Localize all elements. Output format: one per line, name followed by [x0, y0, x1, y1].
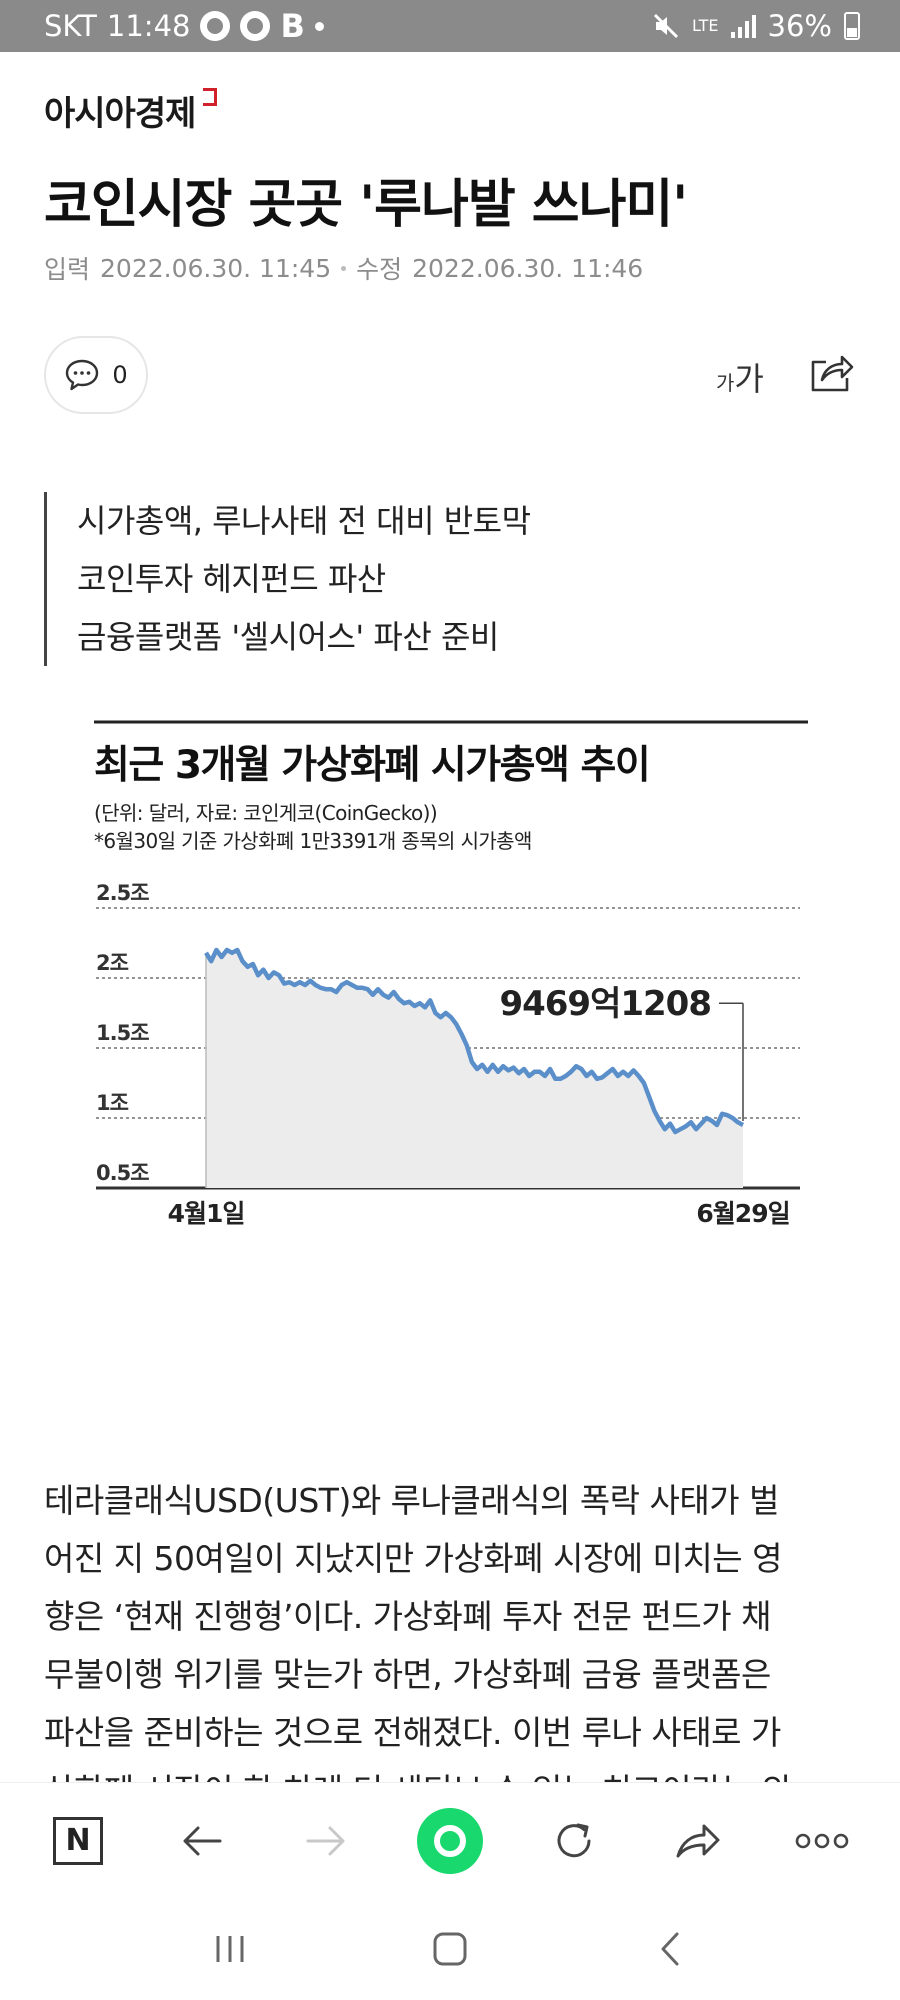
home-button[interactable]: [420, 1919, 480, 1979]
font-size-button[interactable]: 가 가: [716, 354, 764, 400]
signal-icon: [730, 14, 756, 38]
refresh-icon: [557, 1823, 591, 1857]
body-line: 어진 지 50여일이 지났지만 가상화폐 시장에 미치는 영: [44, 1539, 782, 1578]
body-line: 파산을 준비하는 것으로 전해졌다. 이번 루나 사태로 가: [44, 1713, 781, 1752]
article-summary: 시가총액, 루나사태 전 대비 반토막 코인투자 헤지펀드 파산 금융플랫폼 '…: [44, 492, 531, 666]
market-cap-chart: 최근 3개월 가상화폐 시가총액 추이 (단위: 달러, 자료: 코인게코(Co…: [94, 720, 808, 1228]
more-icon: [795, 1833, 849, 1848]
article-meta: 입력 2022.06.30. 11:45 수정 2022.06.30. 11:4…: [44, 250, 643, 286]
blog-icon: B: [280, 7, 305, 45]
share-icon: [811, 355, 854, 392]
refresh-button[interactable]: [539, 1806, 609, 1876]
home-icon: [433, 1932, 467, 1966]
chart-y-tick-label: 2.5조: [96, 881, 149, 905]
edit-label: 수정: [356, 255, 403, 284]
recent-apps-button[interactable]: [200, 1919, 260, 1979]
status-bar: SKT 11:48 B LTE 36%: [0, 0, 900, 52]
font-size-big-label: 가: [734, 360, 764, 398]
summary-line: 코인투자 헤지펀드 파산: [77, 560, 386, 598]
chart-series-line: [204, 947, 745, 1135]
summary-line: 시가총액, 루나사태 전 대비 반토막: [77, 502, 531, 540]
status-right: LTE 36%: [652, 9, 860, 43]
summary-line: 금융플랫폼 '셀시어스' 파산 준비: [77, 618, 499, 656]
chart-y-tick-label: 1.5조: [96, 1021, 149, 1045]
clock: 11:48: [106, 9, 191, 43]
chart-annotation: 9469억1208: [499, 984, 711, 1024]
mute-icon: [653, 13, 678, 39]
body-line: 향은 ‘현재 진행형’이다. 가상화폐 투자 전문 펀드가 채: [44, 1597, 771, 1636]
recent-apps-icon: [216, 1936, 244, 1962]
status-left: SKT 11:48 B: [44, 7, 324, 45]
publisher-logo[interactable]: 아시아경제: [44, 86, 218, 135]
browser-toolbar: N: [0, 1782, 900, 1898]
carrier-label: SKT: [44, 9, 97, 43]
share-button[interactable]: [808, 350, 854, 394]
arrow-right-icon: [306, 1826, 345, 1855]
battery-icon: [844, 12, 860, 40]
font-size-small-label: 가: [716, 371, 735, 395]
publisher-name: 아시아경제: [44, 94, 196, 134]
chart-y-tick-label: 2조: [96, 951, 129, 975]
comment-button[interactable]: 0: [44, 336, 148, 414]
input-label: 입력: [44, 255, 91, 284]
article-body: 테라클래식USD(UST)와 루나클래식의 폭락 사태가 벌 어진 지 50여일…: [44, 1472, 864, 1796]
publisher-mark-icon: [203, 88, 218, 106]
starbucks-icon: [200, 11, 231, 41]
chart-area: [204, 947, 745, 1188]
green-dot-icon: [417, 1807, 483, 1874]
system-navigation: [0, 1898, 900, 2000]
body-line: 테라클래식USD(UST)와 루나클래식의 폭락 사태가 벌: [44, 1481, 779, 1520]
chevron-left-icon: [661, 1932, 679, 1966]
naver-icon: N: [53, 1816, 103, 1865]
article-headline: 코인시장 곳곳 '루나발 쓰나미': [44, 175, 688, 235]
chart-title: 최근 3개월 가상화폐 시가총액 추이: [94, 743, 649, 788]
share-arrow-icon: [676, 1824, 720, 1857]
back-button[interactable]: [167, 1806, 237, 1876]
share-page-button[interactable]: [663, 1806, 733, 1876]
chart-y-tick-label: 0.5조: [96, 1161, 149, 1185]
forward-button[interactable]: [291, 1806, 361, 1876]
system-back-button[interactable]: [640, 1919, 700, 1979]
comment-count: 0: [112, 361, 128, 389]
chart-y-tick-label: 1조: [96, 1091, 129, 1115]
battery-percent: 36%: [767, 9, 832, 43]
chart-annotation-group: 9469억1208: [499, 984, 744, 1121]
comment-icon: [66, 359, 99, 391]
naver-home-button[interactable]: N: [43, 1806, 113, 1876]
more-button[interactable]: [787, 1806, 857, 1876]
edit-time: 2022.06.30. 11:46: [412, 253, 644, 283]
network-type: LTE: [691, 16, 719, 35]
input-time: 2022.06.30. 11:45: [100, 253, 332, 283]
notification-dot-icon: [314, 21, 324, 31]
chart-note: *6월30일 기준 가상화폐 1만3391개 종목의 시가총액: [94, 829, 532, 853]
chart-subtitle: (단위: 달러, 자료: 코인게코(CoinGecko)): [94, 801, 437, 825]
chart-y-ticks: 2.5조 2조 1.5조 1조 0.5조: [96, 881, 150, 1185]
body-line: 무불이행 위기를 맞는가 하면, 가상화폐 금융 플랫폼은: [44, 1655, 771, 1694]
arrow-left-icon: [183, 1826, 222, 1855]
meta-separator: [341, 265, 347, 271]
green-dot-button[interactable]: [415, 1806, 485, 1876]
starbucks-icon-2: [240, 11, 271, 41]
chart-x-end-label: 6월29일: [696, 1199, 789, 1228]
chart-x-start-label: 4월1일: [168, 1199, 245, 1228]
